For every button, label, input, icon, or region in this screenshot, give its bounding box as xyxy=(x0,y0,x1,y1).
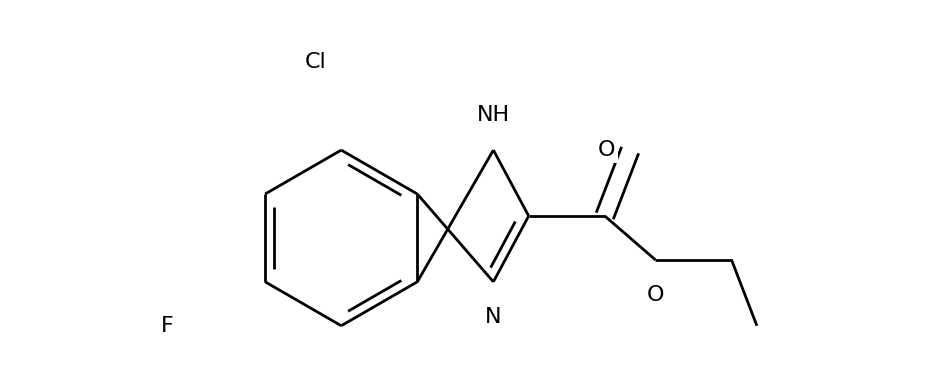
Text: O: O xyxy=(597,140,615,160)
Text: O: O xyxy=(647,285,664,305)
Text: F: F xyxy=(161,316,174,336)
Text: NH: NH xyxy=(477,105,510,125)
Text: Cl: Cl xyxy=(305,52,326,72)
Text: N: N xyxy=(485,307,501,327)
